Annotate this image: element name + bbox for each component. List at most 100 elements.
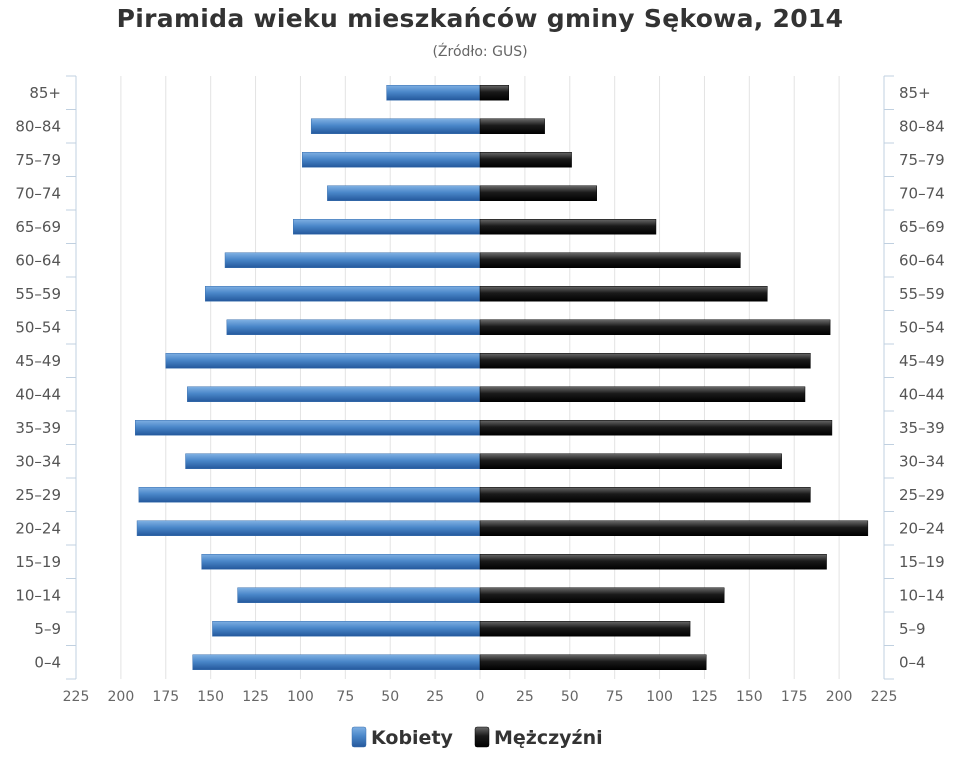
category-label-left: 50–54	[15, 318, 61, 336]
bar-mezczyzni-85+[interactable]	[479, 85, 509, 101]
category-label-left: 75–79	[15, 151, 61, 169]
legend[interactable]: Kobiety Mężczyźni	[351, 726, 603, 749]
category-label-left: 15–19	[15, 553, 61, 571]
bar-mezczyzni-5–9[interactable]	[479, 621, 691, 637]
x-tick-label: 75	[606, 689, 624, 705]
bar-kobiety-25–29[interactable]	[138, 487, 481, 503]
x-tick-label: 100	[287, 689, 314, 705]
bar-mezczyzni-60–64[interactable]	[479, 252, 741, 268]
legend-item-Mężczyźni[interactable]: Mężczyźni	[474, 726, 603, 749]
x-tick-label: 25	[516, 689, 534, 705]
bar-kobiety-70–74[interactable]	[327, 185, 481, 201]
axes	[66, 75, 894, 680]
x-tick-label: 225	[871, 689, 898, 705]
category-label-right: 5–9	[899, 620, 926, 638]
category-label-right: 65–69	[899, 218, 945, 236]
bar-kobiety-60–64[interactable]	[224, 252, 481, 268]
bar-mezczyzni-0–4[interactable]	[479, 654, 707, 670]
x-tick-label: 50	[561, 689, 579, 705]
x-tick-label: 100	[646, 689, 673, 705]
category-label-right: 10–14	[899, 586, 945, 604]
bar-mezczyzni-20–24[interactable]	[479, 520, 869, 536]
category-label-left: 55–59	[15, 285, 61, 303]
category-label-right: 30–34	[899, 452, 945, 470]
bar-mezczyzni-55–59[interactable]	[479, 286, 768, 302]
bar-kobiety-10–14[interactable]	[237, 587, 481, 603]
category-label-right: 85+	[899, 84, 931, 102]
bar-mezczyzni-25–29[interactable]	[479, 487, 811, 503]
bar-mezczyzni-10–14[interactable]	[479, 587, 725, 603]
bar-mezczyzni-65–69[interactable]	[479, 219, 657, 235]
bar-mezczyzni-40–44[interactable]	[479, 386, 806, 402]
bars	[135, 85, 869, 670]
x-tick-label: 225	[63, 689, 90, 705]
category-label-right: 25–29	[899, 486, 945, 504]
category-label-right: 80–84	[899, 117, 945, 135]
category-label-right: 20–24	[899, 519, 945, 537]
x-axis-ticks: 225 200 175 150 125 100 75 50 25 0 25 50 75 100 125 150…	[63, 689, 898, 705]
bar-kobiety-40–44[interactable]	[187, 386, 481, 402]
legend-label: Mężczyźni	[494, 727, 603, 749]
category-label-left: 10–14	[15, 586, 61, 604]
category-label-right: 60–64	[899, 251, 945, 269]
x-tick-label: 75	[336, 689, 354, 705]
bar-mezczyzni-80–84[interactable]	[479, 118, 545, 134]
category-labels: 85+ 85+ 80–84 80–84 75–79 75–79 70–74 70–74 65–6…	[15, 84, 944, 672]
bar-kobiety-75–79[interactable]	[301, 152, 481, 168]
bar-kobiety-0–4[interactable]	[192, 654, 481, 670]
x-tick-label: 150	[736, 689, 763, 705]
bar-mezczyzni-30–34[interactable]	[479, 453, 782, 469]
bar-kobiety-35–39[interactable]	[135, 420, 481, 436]
bar-kobiety-15–19[interactable]	[201, 554, 481, 570]
legend-label: Kobiety	[371, 727, 454, 749]
bar-mezczyzni-50–54[interactable]	[479, 319, 831, 335]
bar-mezczyzni-70–74[interactable]	[479, 185, 597, 201]
x-tick-label: 25	[426, 689, 444, 705]
legend-swatch	[474, 726, 490, 748]
category-label-right: 0–4	[899, 653, 926, 671]
bar-mezczyzni-35–39[interactable]	[479, 420, 833, 436]
category-label-left: 0–4	[34, 653, 61, 671]
bar-mezczyzni-15–19[interactable]	[479, 554, 827, 570]
category-label-right: 15–19	[899, 553, 945, 571]
bar-kobiety-20–24[interactable]	[136, 520, 481, 536]
category-label-right: 70–74	[899, 184, 945, 202]
category-label-left: 30–34	[15, 452, 61, 470]
legend-item-Kobiety[interactable]: Kobiety	[351, 726, 454, 749]
category-label-left: 70–74	[15, 184, 61, 202]
category-label-left: 65–69	[15, 218, 61, 236]
category-label-left: 35–39	[15, 419, 61, 437]
category-label-right: 75–79	[899, 151, 945, 169]
bar-kobiety-55–59[interactable]	[205, 286, 481, 302]
bar-kobiety-45–49[interactable]	[165, 353, 481, 369]
category-label-left: 40–44	[15, 385, 61, 403]
bar-kobiety-80–84[interactable]	[310, 118, 481, 134]
x-tick-label: 150	[197, 689, 224, 705]
x-tick-label: 50	[381, 689, 399, 705]
bar-kobiety-30–34[interactable]	[185, 453, 481, 469]
bar-kobiety-50–54[interactable]	[226, 319, 481, 335]
bar-mezczyzni-45–49[interactable]	[479, 353, 811, 369]
bar-kobiety-65–69[interactable]	[293, 219, 481, 235]
x-tick-label: 175	[781, 689, 808, 705]
bar-kobiety-5–9[interactable]	[212, 621, 481, 637]
x-tick-label: 200	[108, 689, 135, 705]
category-label-left: 85+	[29, 84, 61, 102]
category-label-left: 5–9	[34, 620, 61, 638]
x-tick-label: 125	[691, 689, 718, 705]
category-label-left: 25–29	[15, 486, 61, 504]
x-tick-label: 0	[476, 689, 485, 705]
legend-swatch	[351, 726, 367, 748]
x-tick-label: 200	[826, 689, 853, 705]
x-tick-label: 175	[152, 689, 179, 705]
category-label-right: 45–49	[899, 352, 945, 370]
bar-mezczyzni-75–79[interactable]	[479, 152, 572, 168]
bar-kobiety-85+[interactable]	[386, 85, 481, 101]
chart-subtitle: (Źródło: GUS)	[432, 44, 528, 60]
category-label-left: 80–84	[15, 117, 61, 135]
category-label-right: 55–59	[899, 285, 945, 303]
category-label-right: 40–44	[899, 385, 945, 403]
category-label-left: 20–24	[15, 519, 61, 537]
